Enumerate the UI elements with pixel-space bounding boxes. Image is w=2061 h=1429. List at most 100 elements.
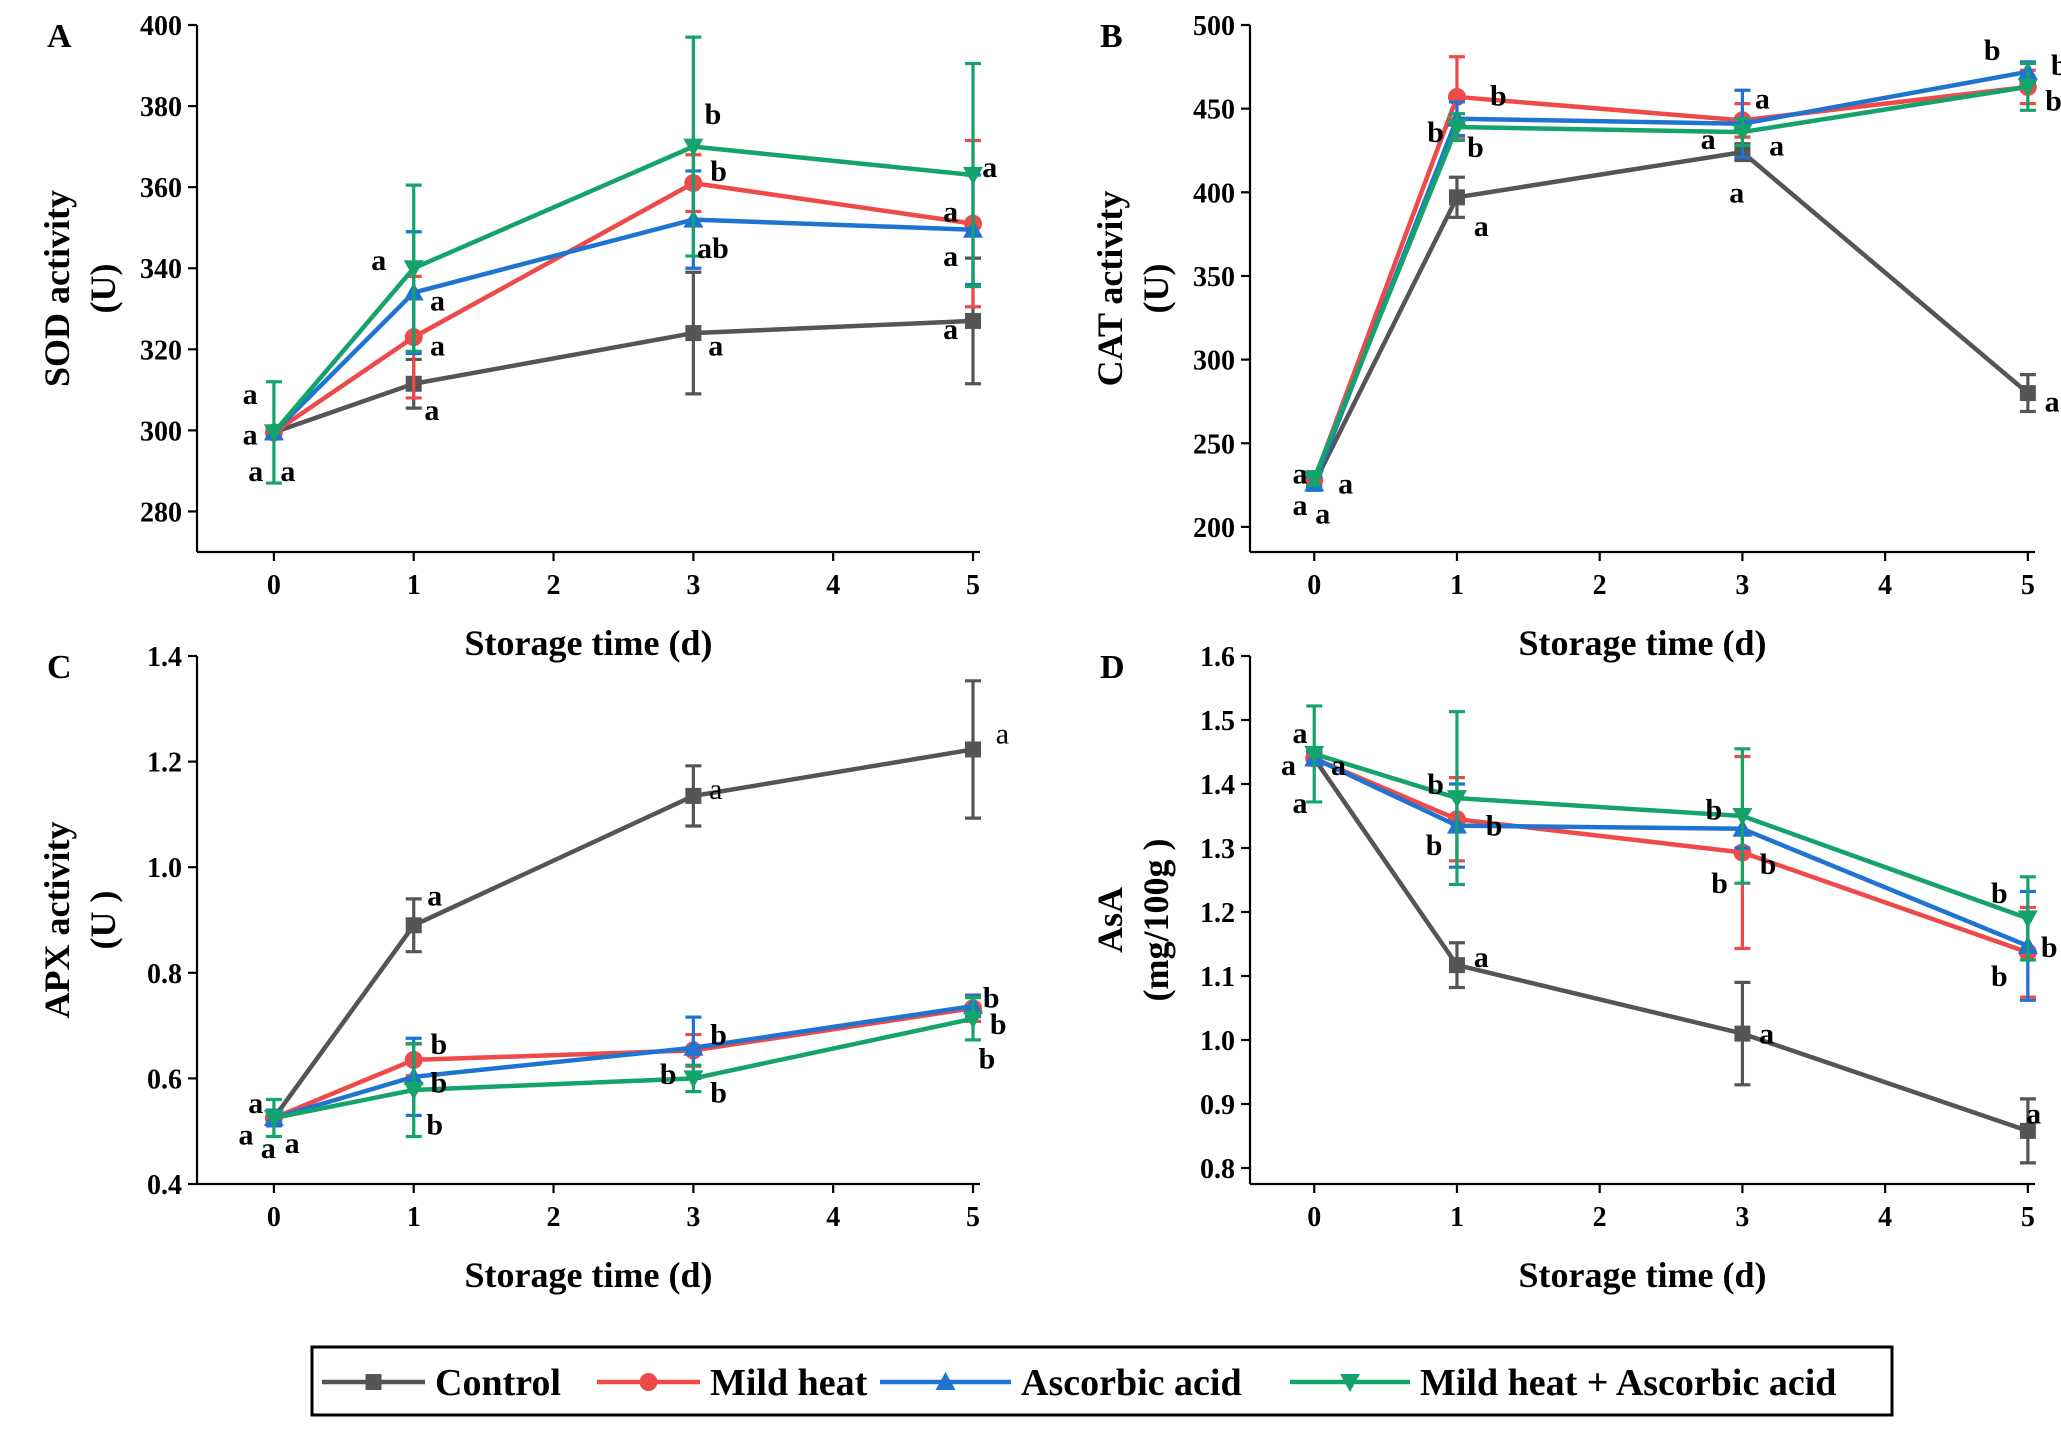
y-axis-title-units: (mg/100g ) [1136, 839, 1176, 1002]
significance-letter: b [1991, 960, 2008, 993]
data-point [965, 741, 982, 758]
significance-letter: a [709, 773, 722, 806]
series-line [272, 747, 974, 1120]
y-axis-title: AsA [1090, 887, 1130, 953]
y-tick-label: 0.6 [147, 1064, 182, 1095]
data-point [685, 787, 702, 804]
x-tick-label: 4 [1878, 1202, 1892, 1233]
significance-letter: a [996, 718, 1009, 751]
x-tick-label: 0 [1307, 1202, 1321, 1233]
y-tick-label: 1.1 [1200, 962, 1235, 993]
significance-letter: a [248, 1087, 263, 1120]
series-control [265, 679, 982, 1128]
y-tick-label: 1.4 [147, 642, 182, 673]
significance-letter: a [243, 378, 258, 411]
x-tick-label: 4 [826, 570, 840, 601]
y-tick-label: 1.5 [1200, 706, 1235, 737]
significance-letter: a [708, 329, 723, 362]
significance-letter: b [2051, 49, 2061, 82]
panel-label: D [1100, 649, 1125, 686]
legend-label: Ascorbic acid [1021, 1362, 1242, 1404]
significance-letter: b [710, 155, 727, 188]
y-tick-label: 0.9 [1200, 1090, 1235, 1121]
significance-letter: b [705, 98, 722, 131]
significance-letter: b [431, 1028, 448, 1061]
panel-label: A [47, 18, 72, 55]
y-axis-title-units: (U) [83, 264, 123, 314]
significance-letter: b [983, 982, 1000, 1015]
x-tick-label: 3 [1735, 570, 1749, 601]
significance-letter: a [1331, 749, 1346, 782]
data-point [403, 260, 424, 279]
significance-letter: a [427, 880, 442, 913]
y-tick-label: 280 [140, 497, 182, 528]
y-tick-label: 1.4 [1200, 770, 1235, 801]
significance-letter: a [1474, 941, 1489, 974]
y-tick-label: 400 [1193, 178, 1235, 209]
significance-letter: a [943, 240, 958, 273]
significance-letter: a [1729, 176, 1744, 209]
y-tick-label: 340 [140, 254, 182, 285]
legend-marker [639, 1373, 658, 1391]
x-axis-title: Storage time (d) [1519, 1255, 1767, 1295]
data-point [1446, 790, 1467, 809]
y-tick-label: 300 [1193, 346, 1235, 377]
x-axis-title: Storage time (d) [465, 1255, 713, 1295]
y-tick-label: 300 [140, 416, 182, 447]
y-tick-label: 1.0 [1200, 1026, 1235, 1057]
y-tick-label: 360 [140, 173, 182, 204]
significance-letter: a [248, 455, 263, 488]
legend-box [310, 1345, 1894, 1417]
y-axis-title: SOD activity [37, 190, 77, 387]
significance-letter: b [1426, 829, 1443, 862]
data-point [2017, 78, 2038, 97]
y-tick-label: 0.4 [147, 1170, 182, 1201]
series-line [273, 318, 974, 435]
data-point [2017, 910, 2038, 929]
significance-letter: b [1486, 810, 1503, 843]
significance-letter: b [1467, 131, 1484, 164]
significance-letter: b [1706, 794, 1723, 827]
panel-label: B [1100, 18, 1123, 55]
significance-letter: a [371, 244, 386, 277]
x-tick-label: 5 [2021, 1202, 2035, 1233]
x-tick-label: 2 [547, 1202, 561, 1233]
y-tick-label: 350 [1193, 262, 1235, 293]
significance-letter: b [1984, 34, 2001, 67]
significance-letter: a [1292, 787, 1307, 820]
significance-letter: a [1338, 467, 1353, 500]
y-tick-label: 1.2 [147, 748, 182, 779]
x-tick-label: 0 [1307, 570, 1321, 601]
data-point [1304, 745, 1325, 764]
series-mild-heat [264, 993, 983, 1128]
significance-letter: a [424, 394, 439, 427]
data-point [2019, 1122, 2036, 1139]
significance-letter: a [1292, 457, 1307, 490]
x-tick-label: 4 [826, 1202, 840, 1233]
x-axis-title: Storage time (d) [1519, 623, 1767, 663]
series-control [265, 256, 982, 441]
y-tick-label: 450 [1193, 95, 1235, 126]
significance-letter: b [1427, 116, 1444, 149]
y-tick-label: 1.6 [1200, 642, 1235, 673]
legend-marker [1340, 1374, 1360, 1392]
significance-letter: b [979, 1042, 996, 1075]
data-point [1732, 124, 1753, 143]
significance-letter: b [2041, 931, 2058, 964]
legend-marker [935, 1372, 956, 1390]
series-mild-heat-ascorbic-acid [263, 996, 984, 1139]
significance-letter: a [943, 195, 958, 228]
legend-label: Mild heat [710, 1362, 868, 1404]
data-point [405, 917, 422, 934]
data-point [683, 1037, 704, 1056]
series-line [272, 180, 974, 435]
x-tick-label: 5 [966, 1202, 980, 1233]
x-tick-label: 3 [1735, 1202, 1749, 1233]
x-tick-label: 1 [407, 570, 421, 601]
x-tick-label: 2 [1593, 1202, 1607, 1233]
x-tick-label: 1 [1450, 1202, 1464, 1233]
series-mild-heat-ascorbic-acid [263, 35, 984, 485]
data-point [1446, 119, 1467, 138]
y-tick-label: 380 [140, 92, 182, 123]
